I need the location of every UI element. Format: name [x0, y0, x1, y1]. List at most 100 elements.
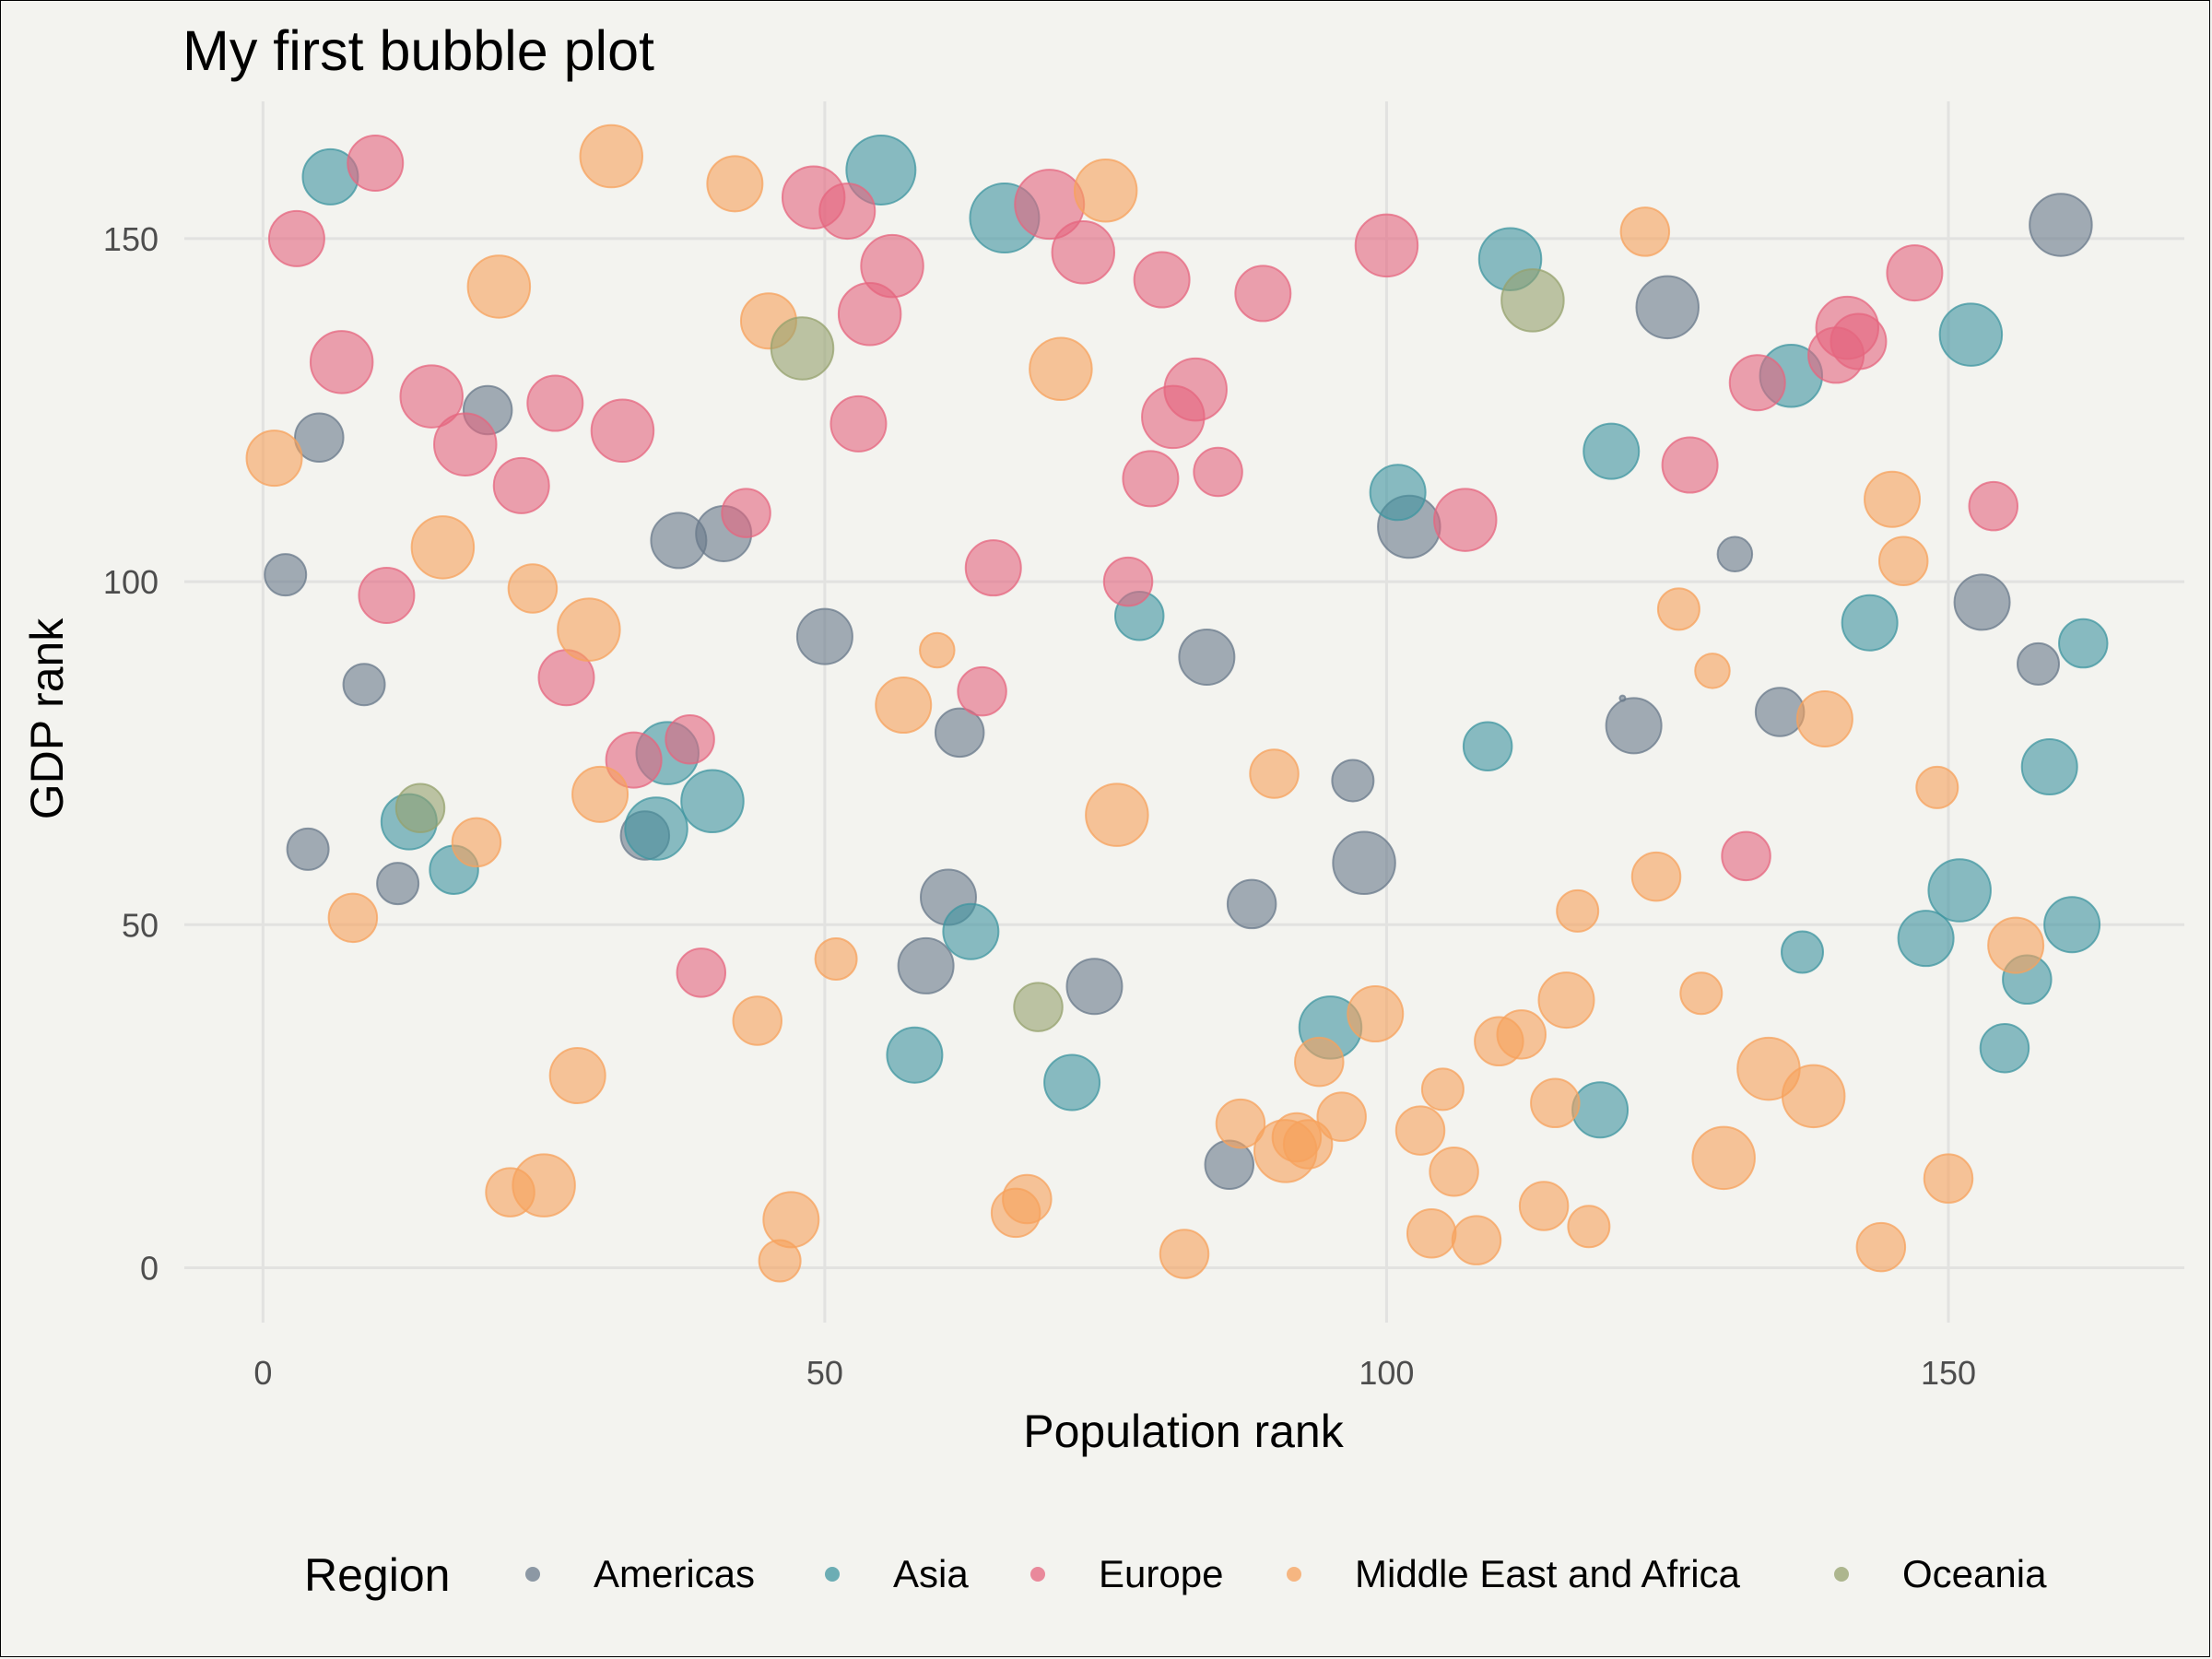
- bubble-point: [1369, 464, 1427, 522]
- bubble-point: [814, 936, 858, 981]
- bubble-point: [845, 134, 917, 206]
- bubble-point: [706, 155, 764, 213]
- bubble-point: [1215, 1098, 1266, 1149]
- bubble-point: [394, 782, 446, 833]
- bubble-point: [1968, 480, 2019, 532]
- bubble-point: [770, 316, 835, 381]
- bubble-point: [571, 765, 629, 823]
- bubble-point: [1065, 958, 1124, 1016]
- bubble-point: [245, 429, 303, 488]
- bubble-point: [1754, 687, 1806, 737]
- bubble-point: [762, 1191, 820, 1249]
- bubble-point: [264, 553, 308, 597]
- legend: Region Americas Asia Europe Middle East and…: [304, 1549, 2047, 1601]
- bubble-point: [665, 714, 715, 765]
- bubble-point: [557, 597, 621, 662]
- bubble-point: [1002, 1173, 1053, 1225]
- bubble-point: [1987, 916, 2045, 974]
- bubble-point: [830, 394, 888, 453]
- bubble-point: [1556, 888, 1600, 933]
- bubble-point: [818, 182, 877, 241]
- bubble-point: [1728, 354, 1786, 412]
- y-tick-label: 0: [140, 1249, 159, 1287]
- bubble-point: [2058, 618, 2109, 669]
- bubble-point: [1571, 1081, 1630, 1139]
- bubble-point: [579, 124, 644, 189]
- bubble-point: [286, 827, 330, 871]
- bubble-point: [934, 707, 985, 759]
- bubble-point: [327, 892, 379, 944]
- bubble-point: [1347, 985, 1405, 1043]
- bubble-point: [1496, 1009, 1547, 1060]
- bubble-point: [1013, 982, 1064, 1032]
- x-tick-label: 150: [1921, 1354, 1976, 1392]
- bubble-point: [1530, 1077, 1581, 1129]
- bubble-point: [294, 412, 345, 463]
- bubble-point: [492, 456, 550, 514]
- bubble-point: [1029, 336, 1093, 402]
- bubble-point: [309, 330, 374, 394]
- bubble-point: [1133, 251, 1191, 309]
- bubble-point: [1795, 689, 1853, 747]
- bubble-point: [860, 233, 924, 299]
- bubble-point: [358, 566, 416, 624]
- bubble-point: [886, 1026, 944, 1084]
- bubble-point: [1781, 1064, 1846, 1129]
- bubble-point: [376, 862, 420, 906]
- bubble-point: [1043, 1053, 1101, 1112]
- bubble-point: [466, 254, 532, 319]
- legend-key: [1834, 1567, 1849, 1582]
- bubble-point: [1679, 971, 1724, 1016]
- bubble-point: [1841, 594, 1899, 652]
- y-tick-label: 150: [103, 220, 159, 258]
- bubble-point: [1661, 436, 1719, 494]
- y-tick-label: 50: [122, 906, 159, 944]
- bubble-point: [1420, 1067, 1465, 1112]
- bubble-point: [875, 677, 933, 735]
- bubble-point: [721, 488, 771, 538]
- bubble-point: [1694, 653, 1731, 689]
- bubble-point: [1635, 275, 1700, 340]
- legend-label: Asia: [893, 1552, 969, 1595]
- bubble-point: [1451, 1215, 1502, 1265]
- bubble-point: [1316, 1091, 1367, 1142]
- legend-key: [825, 1567, 840, 1582]
- bubble-point: [1864, 470, 1922, 528]
- x-tick-label: 50: [806, 1354, 843, 1392]
- bubble-point: [1500, 268, 1565, 333]
- bubble-point: [1085, 782, 1149, 847]
- bubble-point: [1102, 556, 1154, 607]
- bubble-point: [1915, 765, 1959, 809]
- chart-title: My first bubble plot: [182, 19, 654, 82]
- bubble-point: [1462, 721, 1513, 771]
- bubble-point: [1630, 851, 1682, 902]
- bubble-point: [1394, 1105, 1446, 1156]
- points-layer: [245, 124, 2109, 1283]
- bubble-point: [1332, 830, 1396, 896]
- x-axis-title: Population rank: [1023, 1406, 1344, 1457]
- bubble-point: [1877, 535, 1929, 586]
- bubble-point: [1226, 878, 1277, 930]
- bubble-point: [1619, 206, 1671, 257]
- bubble-point: [919, 631, 956, 669]
- bubble-point: [1294, 1036, 1345, 1088]
- bubble-point: [1331, 759, 1375, 803]
- bubble-point: [410, 515, 476, 580]
- bubble-point: [1953, 573, 2011, 631]
- bubble-point: [680, 769, 745, 834]
- legend-key: [525, 1567, 540, 1582]
- legend-items: Americas Asia Europe Middle East and Africa…: [525, 1552, 2047, 1595]
- x-tick-label: 100: [1359, 1354, 1414, 1392]
- bubble-point: [1897, 910, 1955, 968]
- bubble-point: [897, 936, 955, 994]
- bubble-point: [1656, 587, 1700, 631]
- bubble-point: [1927, 858, 1992, 923]
- legend-key: [1030, 1567, 1045, 1582]
- legend-title: Region: [304, 1549, 450, 1601]
- bubble-point: [1830, 312, 1888, 371]
- bubble-point: [1537, 971, 1595, 1030]
- bubble-point: [347, 134, 405, 192]
- legend-label: Middle East and Africa: [1355, 1552, 1741, 1595]
- bubble-point: [1518, 1181, 1570, 1231]
- bubble-point: [507, 563, 559, 614]
